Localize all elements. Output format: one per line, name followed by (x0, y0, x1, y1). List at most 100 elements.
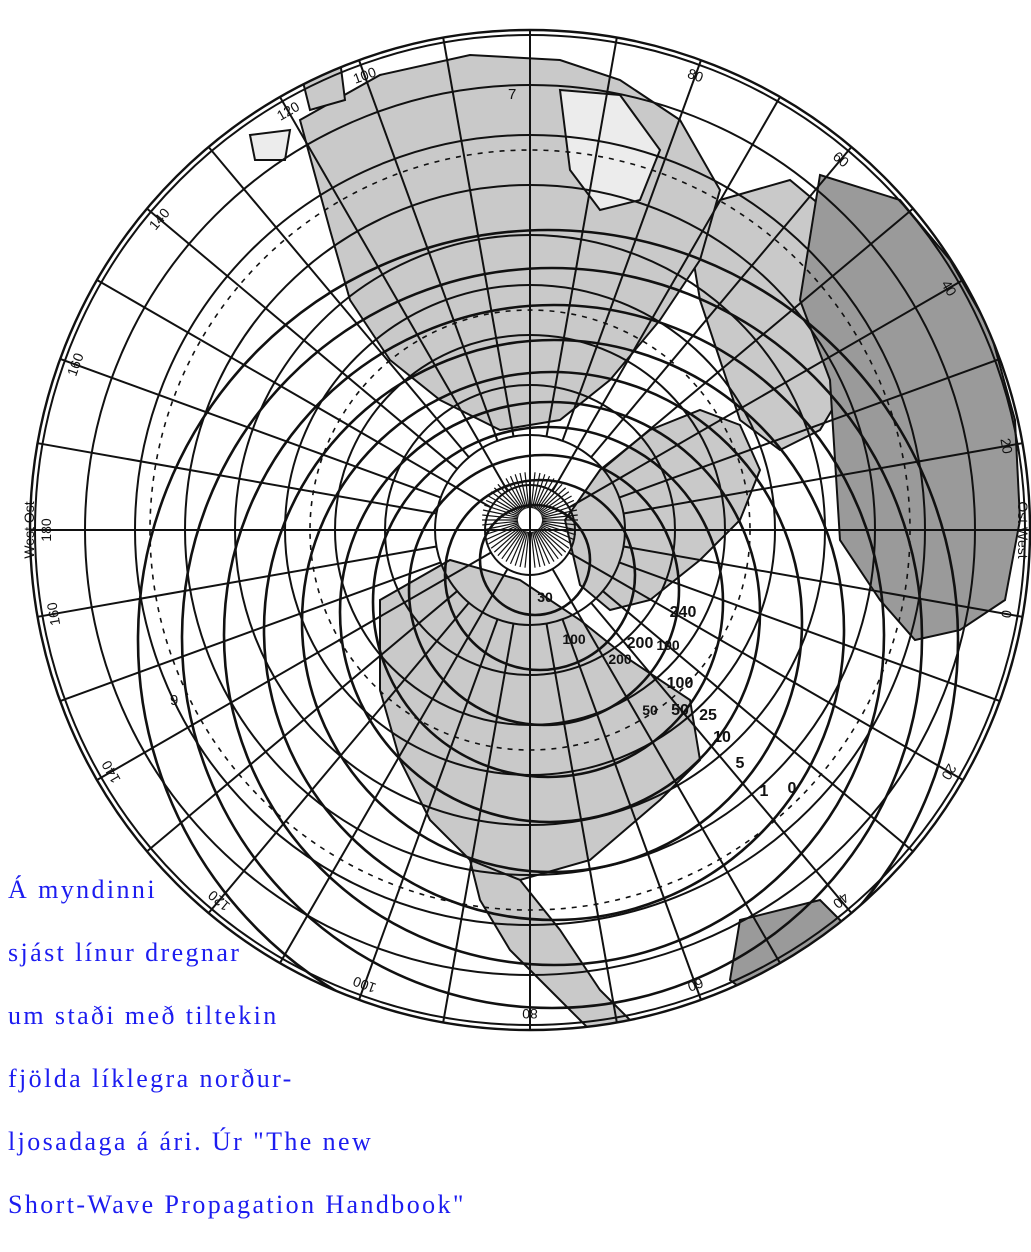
aurora-isoline (371, 425, 725, 779)
pole-hatch-line (533, 474, 546, 509)
meridian-line (551, 96, 781, 492)
pole-hatch-line (485, 499, 520, 516)
hemisphere-label-left: West Ost (21, 501, 37, 558)
pole-hatch-line (536, 480, 559, 511)
meridian-line (358, 59, 499, 442)
isoline-label: 25 (699, 707, 717, 724)
longitude-label: 140 (146, 205, 173, 233)
pole-hatch-line (541, 504, 576, 517)
meridian-line (551, 568, 781, 964)
pole-hatch (482, 472, 578, 568)
landmasses (248, 53, 1022, 1030)
pole-hatch-line (541, 509, 578, 519)
pole-hatch-line (488, 495, 520, 515)
pole-hatch-line (540, 525, 572, 545)
longitude-label: 20 (997, 437, 1015, 455)
pole-hatch-line (534, 475, 551, 510)
meridian-line (59, 561, 442, 702)
meridian-line (279, 568, 509, 964)
pole-hatch-line (535, 530, 555, 562)
pole-hatch-line (509, 475, 526, 510)
pole-hatch-line (537, 483, 563, 512)
pole-hatch-line (541, 523, 576, 536)
meridian-line (37, 545, 437, 618)
meridian-line (96, 279, 492, 509)
meridian-line (146, 207, 458, 470)
pole-hatch-line (490, 526, 521, 549)
meridian-line (618, 561, 1001, 702)
meridian-line (545, 623, 618, 1023)
dashed-latitude-circle-outer (149, 149, 911, 911)
pole-hatch-line (485, 524, 520, 541)
stray-label-9: 9 (170, 692, 178, 709)
isoline-label: 200 (627, 635, 654, 652)
isoline-label: 10 (713, 729, 731, 746)
pole-hatch-line (482, 520, 519, 526)
pole-hatch-line (501, 529, 524, 560)
pole-hatch-line (524, 472, 530, 509)
pole-hatch-line (488, 525, 520, 545)
aurora-isoline (222, 303, 886, 967)
stray-label-7: 7 (508, 86, 516, 103)
pole-hatch-line (484, 523, 519, 536)
isoline-label: 50 (671, 702, 689, 719)
caption-line: sjást línur dregnar (8, 937, 242, 967)
pole-hatch-line (536, 529, 559, 560)
longitude-label: 80 (522, 1006, 538, 1022)
isoline-inner-label: 200 (608, 651, 632, 667)
longitude-label: 160 (43, 601, 63, 627)
meridian-line (590, 146, 853, 458)
pole-hatch-line (531, 531, 541, 568)
longitude-label: 40 (938, 277, 960, 299)
meridian-line (618, 358, 1001, 499)
isoline-inner-label: 100 (562, 631, 586, 647)
meridian-line (561, 618, 702, 1001)
longitude-label: 180 (38, 518, 54, 542)
pole-hatch-line (505, 530, 525, 562)
longitude-label: 60 (685, 975, 705, 995)
pole-hatch-line (519, 531, 529, 568)
pole-hatch-line (509, 530, 526, 565)
meridian-line (545, 37, 618, 437)
meridian-line (358, 618, 499, 1001)
pole-hatch-line (501, 480, 524, 511)
pole-hatch-line (538, 487, 567, 513)
aurora-isoline (300, 370, 804, 874)
longitude-label: 100 (351, 64, 379, 87)
aurora-isoline (180, 266, 924, 1010)
pole-hatch-line (531, 472, 541, 509)
pole-hatch-line (539, 491, 570, 514)
aurora-isoline (407, 453, 681, 727)
north-america-landmass (379, 558, 702, 882)
caption-line: um staði með tiltekin (8, 1000, 279, 1030)
pole-hatch-line (538, 527, 567, 553)
meridian-line (602, 207, 914, 470)
aurora-isoline (443, 478, 637, 672)
meridian-line (602, 590, 914, 853)
pole-hatch-line (539, 526, 570, 549)
pole-hatch-line (524, 531, 530, 568)
aurora-isoline (136, 228, 960, 1030)
meridian-line (561, 59, 702, 442)
isoline-label: 240 (670, 604, 697, 621)
caption-line: Á myndinni (8, 874, 157, 904)
dashed-latitude-circle (309, 309, 751, 751)
pole-hatch-line (497, 483, 523, 512)
pole-hatch-line (533, 531, 546, 566)
longitude-label: 160 (64, 351, 87, 379)
isoline-label: 100 (667, 675, 694, 692)
pole-hatch-line (514, 531, 527, 566)
caption-line: ljosadaga á ári. Úr "The new (8, 1126, 374, 1156)
pole-hatch-line (541, 521, 578, 531)
aurora-isoline (338, 400, 762, 824)
pole-hatch-line (484, 504, 519, 517)
map-caption: Á myndinni sjást línur dregnar um staði … (8, 842, 568, 1252)
pole-hatch-line (505, 478, 525, 510)
caption-line: fjölda líklegra norður- (8, 1063, 294, 1093)
island-landmass (248, 128, 292, 161)
pole-hatch-line (497, 528, 523, 557)
aurora-isoline (262, 338, 846, 922)
pole-hatch-line (541, 514, 578, 520)
map-rim (28, 28, 1031, 1032)
meridian-line (442, 623, 515, 1023)
